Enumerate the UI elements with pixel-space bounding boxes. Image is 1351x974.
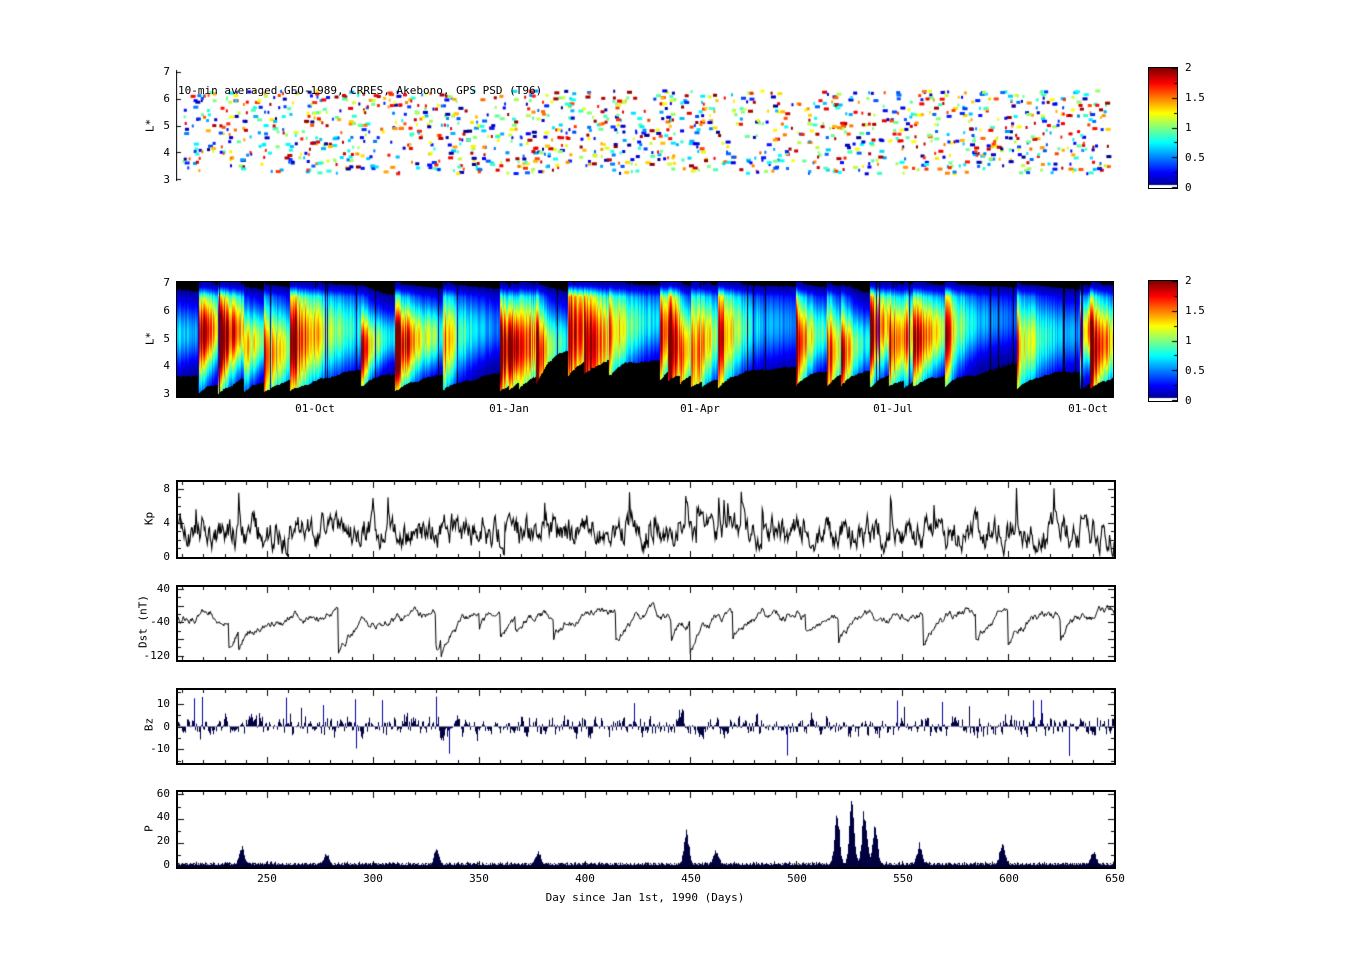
spec-ytick-3: 3 xyxy=(163,387,170,400)
scatter-colorbar xyxy=(1148,67,1178,189)
xtick-650: 650 xyxy=(1105,872,1125,885)
spec-ytick-5: 5 xyxy=(163,332,170,345)
psd-scatter-canvas xyxy=(176,68,1114,183)
spec-ytick-7: 7 xyxy=(163,276,170,289)
dst-ylabel: Dst (nT) xyxy=(136,595,150,648)
bz-canvas xyxy=(178,690,1114,763)
bz-ylabel: Bz xyxy=(142,717,156,732)
spec-xtick-oct90: 01-Oct xyxy=(295,402,335,415)
spec-ytick-6: 6 xyxy=(163,304,170,317)
spec-xtick-oct91: 01-Oct xyxy=(1068,402,1108,415)
scatter-title: 10-min averaged GEO-1989, CRRES, Akebono… xyxy=(178,84,543,97)
dst-ytick-m40: -40 xyxy=(150,615,170,628)
xtick-450: 450 xyxy=(681,872,701,885)
bz-panel xyxy=(176,688,1116,765)
cb2-tick-0: 0 xyxy=(1185,394,1192,407)
spec-xtick-apr91: 01-Apr xyxy=(680,402,720,415)
kp-ytick-8: 8 xyxy=(163,482,170,495)
xtick-300: 300 xyxy=(363,872,383,885)
p-canvas xyxy=(178,792,1114,867)
bz-ytick-10: 10 xyxy=(156,697,170,710)
scatter-ylabel: L* xyxy=(143,118,157,133)
p-ytick-0: 0 xyxy=(163,858,170,871)
p-ytick-20: 20 xyxy=(156,834,170,847)
p-ytick-40: 40 xyxy=(156,810,170,823)
kp-panel xyxy=(176,480,1116,559)
cb1-tick-2: 2 xyxy=(1185,61,1192,74)
scatter-ytick-4: 4 xyxy=(163,146,170,159)
scatter-ytick-6: 6 xyxy=(163,92,170,105)
psd-scatter-panel: 10-min averaged GEO-1989, CRRES, Akebono… xyxy=(176,68,1114,183)
spec-ylabel: L* xyxy=(143,331,157,346)
p-ylabel: P xyxy=(142,825,156,832)
dst-ytick-m120: -120 xyxy=(143,649,171,662)
xtick-550: 550 xyxy=(893,872,913,885)
p-panel xyxy=(176,790,1116,869)
dst-ytick-40: 40 xyxy=(156,582,170,595)
cb1-tick-0: 0 xyxy=(1185,181,1192,194)
xtick-350: 350 xyxy=(469,872,489,885)
kp-ylabel: Kp xyxy=(142,511,156,526)
scatter-ytick-5: 5 xyxy=(163,119,170,132)
bz-ytick-m10: -10 xyxy=(150,742,170,755)
psd-spectrogram-panel xyxy=(176,281,1114,398)
kp-ytick-4: 4 xyxy=(163,516,170,529)
xtick-500: 500 xyxy=(787,872,807,885)
dst-canvas xyxy=(178,587,1114,660)
cb1-tick-1: 1 xyxy=(1185,121,1192,134)
spec-xtick-jan91: 01-Jan xyxy=(489,402,529,415)
scatter-colorbar-canvas xyxy=(1149,68,1177,188)
xtick-250: 250 xyxy=(257,872,277,885)
spectrogram-colorbar xyxy=(1148,280,1178,402)
psd-spectrogram-canvas xyxy=(177,282,1113,397)
cb2-tick-1p5: 1.5 xyxy=(1185,304,1205,317)
cb1-tick-1p5: 1.5 xyxy=(1185,91,1205,104)
spectrogram-colorbar-canvas xyxy=(1149,281,1177,401)
spec-xtick-jul91: 01-Jul xyxy=(873,402,913,415)
xtick-600: 600 xyxy=(999,872,1019,885)
cb2-tick-0p5: 0.5 xyxy=(1185,364,1205,377)
kp-canvas xyxy=(178,482,1114,557)
p-ytick-60: 60 xyxy=(156,787,170,800)
x-axis-label: Day since Jan 1st, 1990 (Days) xyxy=(545,891,745,904)
scatter-ytick-7: 7 xyxy=(163,65,170,78)
cb1-tick-0p5: 0.5 xyxy=(1185,151,1205,164)
xtick-400: 400 xyxy=(575,872,595,885)
cb2-tick-1: 1 xyxy=(1185,334,1192,347)
scatter-ytick-3: 3 xyxy=(163,173,170,186)
kp-ytick-0: 0 xyxy=(163,550,170,563)
spec-ytick-4: 4 xyxy=(163,359,170,372)
dst-panel xyxy=(176,585,1116,662)
cb2-tick-2: 2 xyxy=(1185,274,1192,287)
bz-ytick-0: 0 xyxy=(163,720,170,733)
